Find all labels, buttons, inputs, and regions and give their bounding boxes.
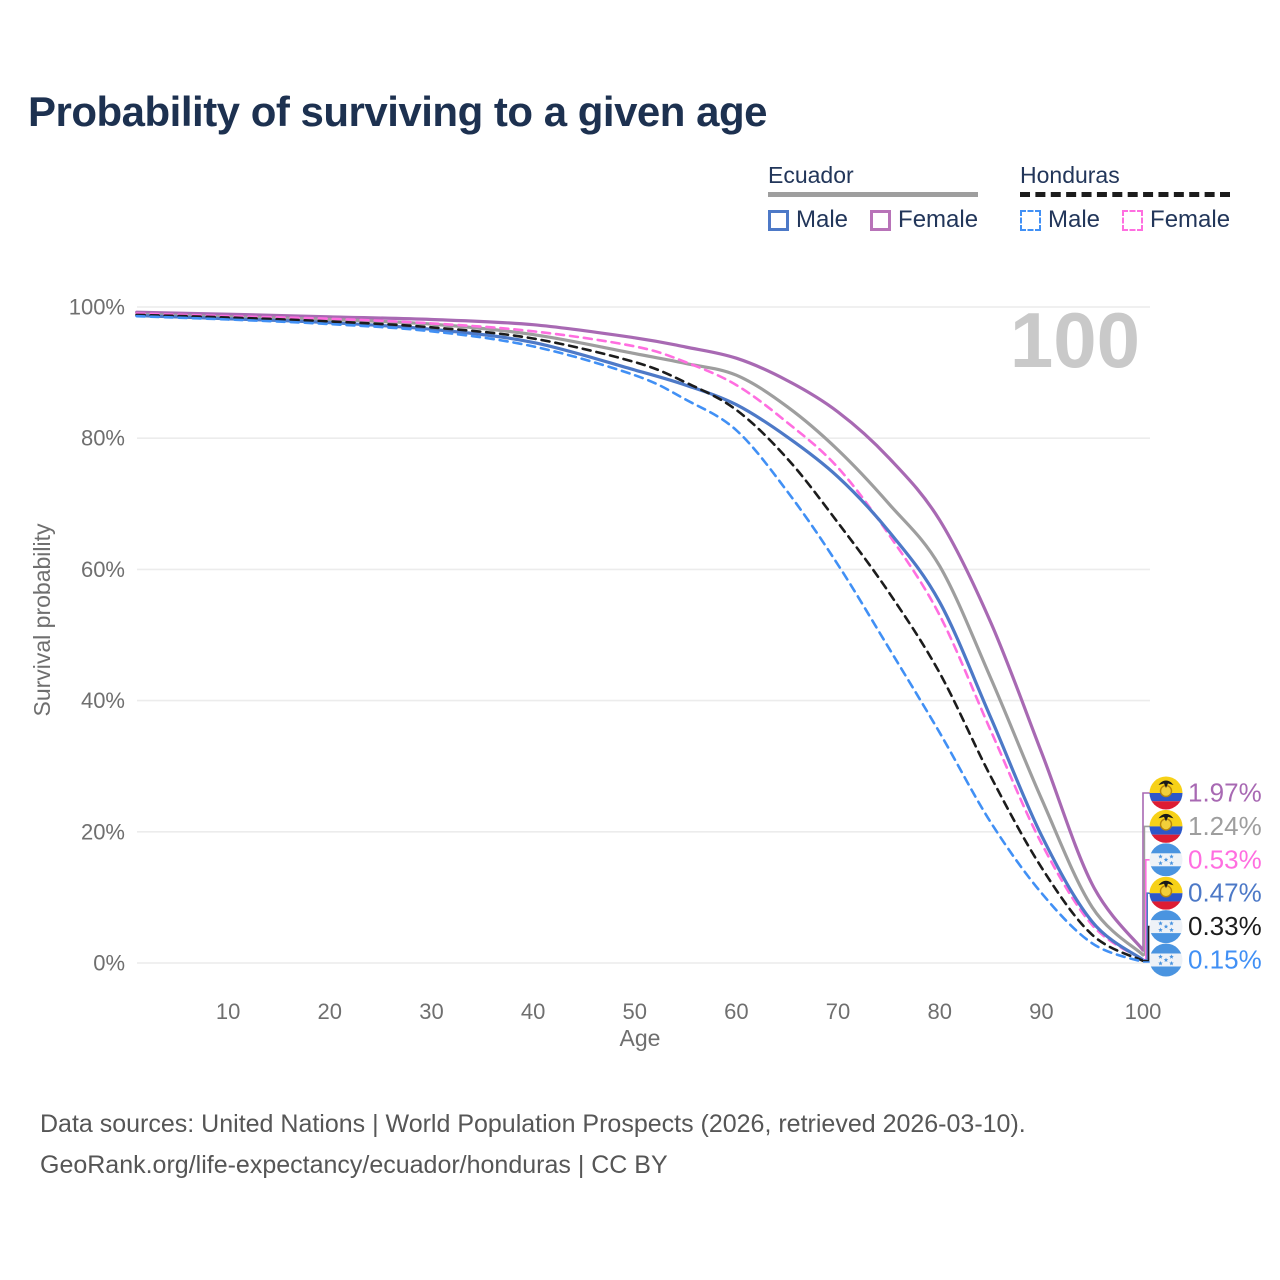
end-labels-layer: 1.97%1.24%0.53% 0.47%0.33% 0.15% — [1188, 778, 1262, 975]
ecuador-solid-line-sample — [768, 192, 979, 197]
end-label-connector — [1143, 892, 1150, 961]
end-label-connectors-layer — [1142, 792, 1151, 963]
footer: Data sources: United Nations | World Pop… — [40, 1104, 1026, 1186]
x-tick-label: 40 — [521, 999, 545, 1024]
legend-item-honduras-female[interactable]: Female — [1122, 206, 1230, 234]
x-tick-label: 20 — [318, 999, 342, 1024]
y-tick-label: 80% — [81, 426, 125, 451]
x-axis-title: Age — [620, 1025, 661, 1051]
y-tick-label: 60% — [81, 557, 125, 582]
end-label: 0.53% — [1188, 844, 1262, 874]
end-label: 1.97% — [1188, 778, 1262, 808]
honduras-flag-icon — [1149, 943, 1183, 977]
honduras-flag-icon — [1149, 910, 1183, 944]
legend-label: Male — [1048, 206, 1101, 233]
x-tick-label: 80 — [927, 999, 951, 1024]
series-line-honduras-male[interactable] — [135, 314, 1145, 964]
legend-label: Male — [796, 206, 849, 233]
series-line-ecuador-total[interactable] — [135, 312, 1145, 957]
ecuador-flag-icon — [1149, 876, 1183, 910]
legend-group-ecuador: Ecuador Male Female — [768, 162, 979, 234]
series-lines-layer — [135, 310, 1145, 964]
x-tick-label: 50 — [623, 999, 647, 1024]
end-label: 0.33% — [1188, 911, 1262, 941]
x-tick-label: 90 — [1029, 999, 1053, 1024]
honduras-male-swatch-icon — [1020, 209, 1041, 231]
ecuador-male-swatch-icon — [768, 209, 789, 231]
series-line-ecuador-female[interactable] — [135, 310, 1145, 952]
honduras-flag-icon — [1149, 843, 1183, 877]
legend-item-ecuador-female[interactable]: Female — [870, 206, 978, 234]
x-tick-label: 60 — [724, 999, 748, 1024]
series-line-ecuador-male[interactable] — [135, 313, 1145, 962]
end-label-connector — [1142, 792, 1150, 951]
ecuador-flag-icon — [1149, 776, 1183, 810]
legend: Ecuador Male Female Honduras Male — [0, 162, 1280, 242]
x-tick-label: 70 — [826, 999, 850, 1024]
y-tick-label: 100% — [69, 295, 125, 320]
y-tick-label: 20% — [81, 819, 125, 844]
y-axis-title: Survival probability — [29, 523, 55, 717]
gridlines-layer — [137, 306, 1150, 964]
ecuador-flag-icon — [1149, 809, 1183, 843]
y-tick-label: 40% — [81, 688, 125, 713]
y-axis-ticks: 0% 20% 40% 60% 80% 100% — [69, 295, 125, 976]
end-label-connector — [1143, 825, 1150, 956]
legend-item-honduras-male[interactable]: Male — [1020, 206, 1100, 234]
data-sources-line: Data sources: United Nations | World Pop… — [40, 1110, 1026, 1138]
series-line-honduras-female[interactable] — [135, 312, 1145, 961]
legend-label: Female — [898, 206, 979, 233]
flag-icons-layer — [1149, 776, 1183, 977]
ecuador-female-swatch-icon — [870, 209, 892, 231]
end-label: 0.47% — [1188, 878, 1262, 908]
attribution-line: GeoRank.org/life-expectancy/ecuador/hond… — [40, 1151, 668, 1179]
honduras-female-swatch-icon — [1122, 209, 1144, 231]
legend-header-honduras: Honduras — [1020, 162, 1120, 188]
end-label-connector — [1143, 925, 1150, 962]
y-tick-label: 0% — [93, 951, 125, 976]
series-line-honduras-total[interactable] — [135, 313, 1145, 963]
x-tick-label: 10 — [216, 999, 240, 1024]
x-tick-label: 30 — [419, 999, 443, 1024]
legend-group-honduras: Honduras Male Female — [1020, 162, 1231, 234]
watermark-100: 100 — [1010, 296, 1140, 384]
legend-label: Female — [1150, 206, 1231, 233]
x-axis-ticks: 10 20 30 40 50 60 70 80 90 100 — [216, 999, 1161, 1024]
end-label: 1.24% — [1188, 811, 1262, 841]
legend-header-ecuador: Ecuador — [768, 162, 854, 188]
legend-item-ecuador-male[interactable]: Male — [768, 206, 848, 234]
page-title: Probability of surviving to a given age — [28, 88, 767, 135]
x-tick-label: 100 — [1125, 999, 1162, 1024]
honduras-dashed-line-sample — [1020, 192, 1231, 197]
end-label: 0.15% — [1188, 945, 1262, 975]
